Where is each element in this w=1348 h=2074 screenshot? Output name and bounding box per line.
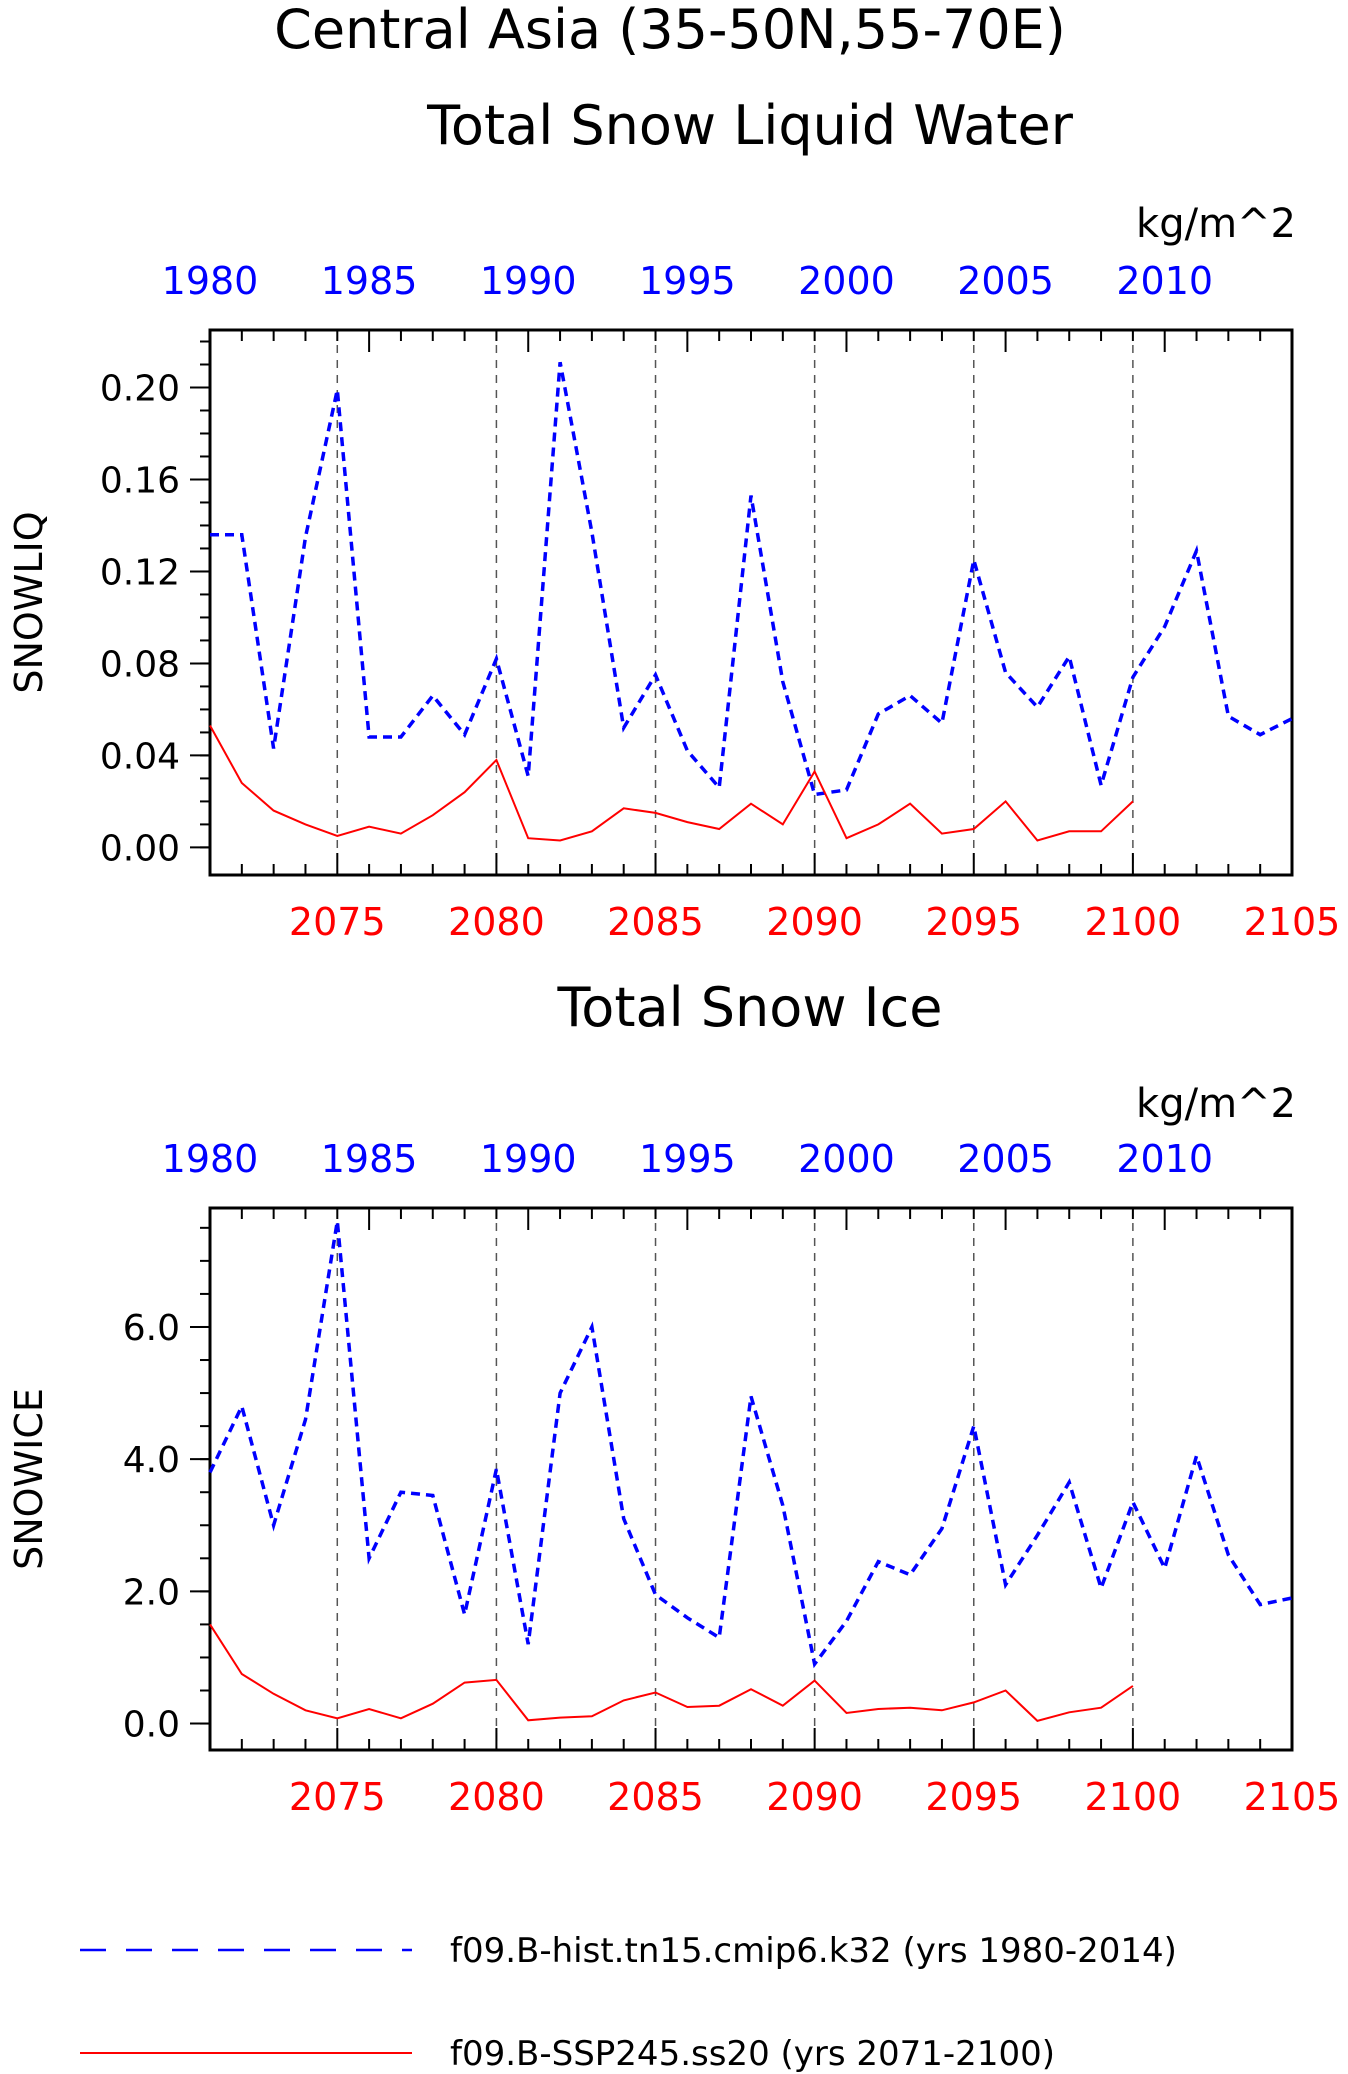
top-axis-tick-label: 1995 [639,259,736,303]
bottom-axis-tick-label: 2100 [1085,900,1182,944]
y-axis-label: SNOWLIQ [7,511,51,693]
y-tick-label: 2.0 [123,1572,180,1613]
bottom-axis-tick-label: 2105 [1244,900,1341,944]
y-tick-label: 0.04 [100,736,180,777]
y-tick-label: 0.00 [100,828,180,869]
y-tick-label: 6.0 [123,1308,180,1349]
legend: f09.B-hist.tn15.cmip6.k32 (yrs 1980-2014… [80,1931,1177,2074]
panel2-units: kg/m^2 [1136,1081,1296,1127]
y-tick-label: 0.0 [123,1705,180,1746]
top-axis-tick-label: 1980 [162,1137,259,1181]
bottom-axis-tick-label: 2105 [1244,1775,1341,1819]
top-axis-tick-label: 1990 [480,1137,577,1181]
legend-ssp-label: f09.B-SSP245.ss20 (yrs 2071-2100) [450,2034,1055,2074]
bottom-axis-tick-label: 2080 [448,900,545,944]
bottom-axis-tick-label: 2095 [925,1775,1022,1819]
bottom-axis-tick-label: 2085 [607,1775,704,1819]
y-tick-label: 0.16 [100,460,180,501]
top-axis-tick-label: 2000 [798,1137,895,1181]
panel1-units: kg/m^2 [1136,201,1296,247]
snowice-panel: 2075 2080 2085 2090 2095 2100 2105 1980 1985 1990… [7,1137,1340,1819]
top-axis-tick-label: 2010 [1116,259,1213,303]
top-axis-tick-label: 2000 [798,259,895,303]
bottom-axis-tick-label: 2100 [1085,1775,1182,1819]
bottom-axis-tick-label: 2095 [925,900,1022,944]
hist-series-line [208,1220,1293,1669]
bottom-axis-tick-label: 2075 [289,900,386,944]
snowliq-panel: 2075 2080 2085 2090 2095 2100 2105 1980 1985 1990… [7,259,1340,944]
y-tick-label: 0.12 [100,552,180,593]
y-tick-label: 0.20 [100,368,180,409]
y-tick-label: 0.08 [100,644,180,685]
plot-frame [208,1206,1294,1752]
top-axis-tick-label: 2005 [957,1137,1054,1181]
top-axis-tick-label: 2005 [957,259,1054,303]
bottom-axis-tick-label: 2090 [766,1775,863,1819]
top-axis-tick-label: 2010 [1116,1137,1213,1181]
bottom-axis-tick-label: 2090 [766,900,863,944]
top-axis-tick-label: 1995 [639,1137,736,1181]
ssp-series-line [209,1623,1134,1723]
panel1-title: Total Snow Liquid Water [426,94,1074,157]
y-tick-label: 4.0 [123,1440,180,1481]
top-axis-tick-label: 1980 [162,259,259,303]
figure-title-line1: Central Asia (35-50N,55-70E) [274,0,1066,61]
ssp-series-line [209,725,1134,842]
panel2-title: Total Snow Ice [557,976,943,1039]
hist-series-line [210,361,1293,797]
plot-frame [208,328,1294,877]
bottom-axis-tick-label: 2075 [289,1775,386,1819]
bottom-axis-tick-label: 2080 [448,1775,545,1819]
top-axis-tick-label: 1985 [321,259,418,303]
y-axis-label: SNOWICE [7,1388,51,1570]
legend-hist-label: f09.B-hist.tn15.cmip6.k32 (yrs 1980-2014… [450,1931,1177,1971]
top-axis-tick-label: 1985 [321,1137,418,1181]
bottom-axis-tick-label: 2085 [607,900,704,944]
top-axis-tick-label: 1990 [480,259,577,303]
